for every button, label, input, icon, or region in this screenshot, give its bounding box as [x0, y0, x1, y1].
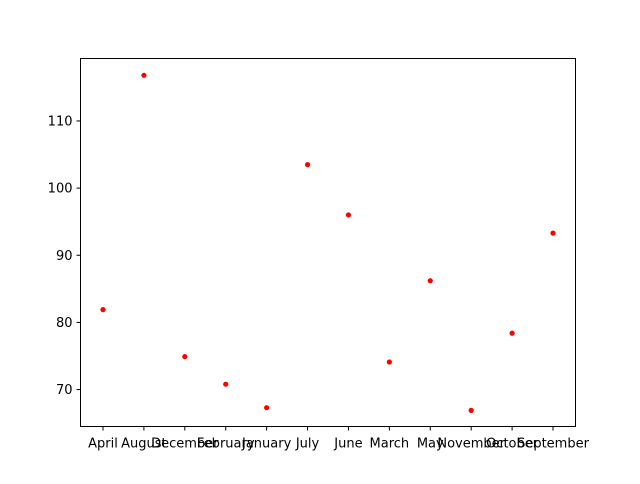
x-tick-label: April [88, 437, 118, 452]
x-tick-label: January [241, 437, 292, 452]
x-tick-label: February [197, 437, 255, 452]
data-points [100, 72, 556, 413]
data-point-october [509, 330, 515, 336]
plot-area-frame [80, 58, 576, 427]
data-point-april [100, 307, 106, 313]
x-tick-label: October [486, 437, 539, 452]
data-point-january [264, 405, 270, 411]
data-point-may [427, 278, 433, 284]
x-tick-label: May [417, 437, 444, 452]
y-tick-label: 90 [56, 249, 73, 264]
data-point-march [386, 359, 392, 365]
x-tick-label: September [517, 437, 590, 452]
data-point-august [141, 72, 147, 78]
y-tick-label: 70 [56, 383, 73, 398]
y-tick-label: 110 [48, 114, 73, 129]
data-point-july [304, 162, 311, 168]
data-point-june [345, 212, 352, 218]
x-tick-label: July [295, 437, 320, 452]
data-point-september [550, 230, 556, 236]
y-tick-label: 100 [48, 182, 73, 197]
x-tick-label: June [333, 437, 362, 452]
y-tick-label: 80 [56, 316, 73, 331]
y-axis: 70 80 90 100 110 [48, 114, 81, 398]
data-point-december [182, 354, 188, 360]
x-tick-label: December [151, 437, 219, 452]
x-tick-label: August [121, 437, 167, 452]
x-tick-label: March [370, 437, 410, 452]
data-point-november [468, 407, 474, 413]
x-tick-label: November [437, 437, 505, 452]
data-point-february [223, 381, 229, 387]
